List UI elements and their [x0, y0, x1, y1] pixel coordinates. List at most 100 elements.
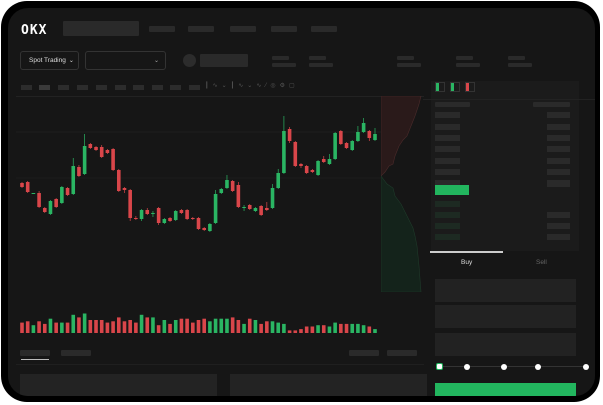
ask-price[interactable]	[435, 158, 460, 164]
price-input[interactable]	[435, 279, 576, 302]
timeframe-button[interactable]	[96, 85, 107, 90]
bid-price[interactable]	[435, 223, 460, 229]
indicator-icon[interactable]: ┃∿⌄	[230, 83, 257, 89]
ask-price[interactable]	[435, 169, 460, 175]
timeframe-button[interactable]	[21, 85, 32, 90]
timeframe-button[interactable]	[115, 85, 126, 90]
candle-up	[333, 133, 337, 159]
ask-price[interactable]	[435, 124, 460, 130]
stat-label	[397, 56, 414, 60]
candle-up	[82, 146, 87, 174]
orderbook-asks-icon[interactable]	[465, 82, 475, 92]
pair-dropdown[interactable]: ⌄	[85, 51, 166, 70]
stat-label	[508, 56, 525, 60]
volume-bar	[25, 321, 30, 333]
buy-button[interactable]	[435, 383, 576, 396]
volume-bar	[213, 318, 218, 333]
candle-down	[367, 131, 372, 138]
filter-button[interactable]	[387, 350, 417, 356]
total-input[interactable]	[435, 333, 576, 356]
draw-line-icon[interactable]: ∿	[256, 83, 266, 89]
candle-up	[60, 187, 64, 203]
coin-icon	[183, 54, 196, 67]
volume-bar	[65, 322, 70, 333]
amount-header	[533, 102, 570, 107]
order-amount	[547, 124, 570, 130]
nav-item[interactable]	[311, 26, 337, 32]
volume-bar	[82, 313, 87, 333]
amount-input[interactable]	[435, 305, 576, 328]
volume-bar	[350, 323, 355, 333]
volume-bar	[54, 322, 58, 333]
fullscreen-icon[interactable]: ▢	[289, 83, 299, 89]
timeframe-button[interactable]	[58, 85, 69, 90]
tab-buy[interactable]: Buy	[461, 259, 473, 266]
timeframe-button[interactable]	[170, 85, 181, 90]
volume-bar	[60, 322, 64, 333]
buy-tab-indicator	[430, 251, 503, 253]
slider-stop-75[interactable]	[535, 364, 541, 370]
candle-down	[265, 208, 269, 210]
timeframe-button[interactable]	[152, 85, 163, 90]
timeframe-button[interactable]	[133, 85, 144, 90]
pencil-icon[interactable]: ⁄	[265, 83, 271, 89]
camera-icon[interactable]: ◎	[270, 83, 280, 89]
stat-value	[272, 63, 296, 67]
nav-item[interactable]	[271, 26, 297, 32]
search-bar[interactable]	[63, 21, 139, 36]
timeframe-button[interactable]	[77, 85, 88, 90]
market-type-dropdown[interactable]: Spot Trading ⌄	[20, 51, 79, 70]
volume-bar	[287, 330, 292, 333]
candle-down	[65, 188, 70, 195]
candle-down	[259, 206, 263, 215]
nav-item[interactable]	[230, 26, 256, 32]
orderbook-both-icon[interactable]	[435, 82, 445, 92]
bid-price[interactable]	[435, 201, 460, 207]
bid-price[interactable]	[435, 212, 460, 218]
candle-down	[299, 164, 303, 166]
amount-slider-track[interactable]	[438, 366, 589, 367]
volume-bar	[356, 323, 360, 333]
timeframe-button-active[interactable]	[39, 85, 50, 90]
candle-down	[310, 170, 315, 172]
volume-bar	[316, 325, 320, 333]
candle-up	[316, 161, 320, 175]
ask-price[interactable]	[435, 112, 460, 118]
candle-down	[230, 181, 235, 191]
ask-price[interactable]	[435, 135, 460, 141]
candle-down	[321, 159, 326, 162]
slider-stop-50[interactable]	[501, 364, 507, 370]
filter-button[interactable]	[349, 350, 379, 356]
volume-bar	[99, 320, 104, 333]
tab-open-orders[interactable]	[20, 350, 50, 356]
timeframe-button[interactable]	[189, 85, 200, 90]
candle-type-icon[interactable]: ┃∿⌄	[205, 83, 231, 89]
candle-up	[48, 201, 53, 214]
order-amount	[547, 223, 570, 229]
candlestick-chart[interactable]	[8, 8, 428, 338]
order-amount	[547, 135, 570, 141]
amount-slider-handle[interactable]	[436, 363, 443, 370]
candle-up	[173, 211, 178, 220]
ask-price[interactable]	[435, 180, 460, 186]
ask-price[interactable]	[435, 146, 460, 152]
chart-tools[interactable]: ┃∿⌄┃∿⌄∿⁄◎⚙▢	[205, 82, 365, 92]
slider-stop-25[interactable]	[464, 364, 470, 370]
orderbook-bids-icon[interactable]	[450, 82, 460, 92]
nav-item[interactable]	[188, 26, 214, 32]
volume-bar	[105, 322, 110, 333]
tab-order-history[interactable]	[61, 350, 91, 356]
volume-bar	[116, 317, 121, 333]
slider-stop-100[interactable]	[583, 364, 589, 370]
okx-logo[interactable]: OKX	[21, 23, 48, 38]
candle-up	[242, 207, 246, 208]
candle-up	[373, 134, 377, 140]
bid-price[interactable]	[435, 234, 460, 240]
tab-sell[interactable]: Sell	[536, 259, 547, 266]
stat-value	[456, 63, 480, 67]
order-amount	[547, 146, 570, 152]
nav-item[interactable]	[149, 26, 175, 32]
candle-up	[327, 159, 332, 164]
settings-icon[interactable]: ⚙	[279, 83, 290, 89]
candle-down	[77, 167, 81, 176]
